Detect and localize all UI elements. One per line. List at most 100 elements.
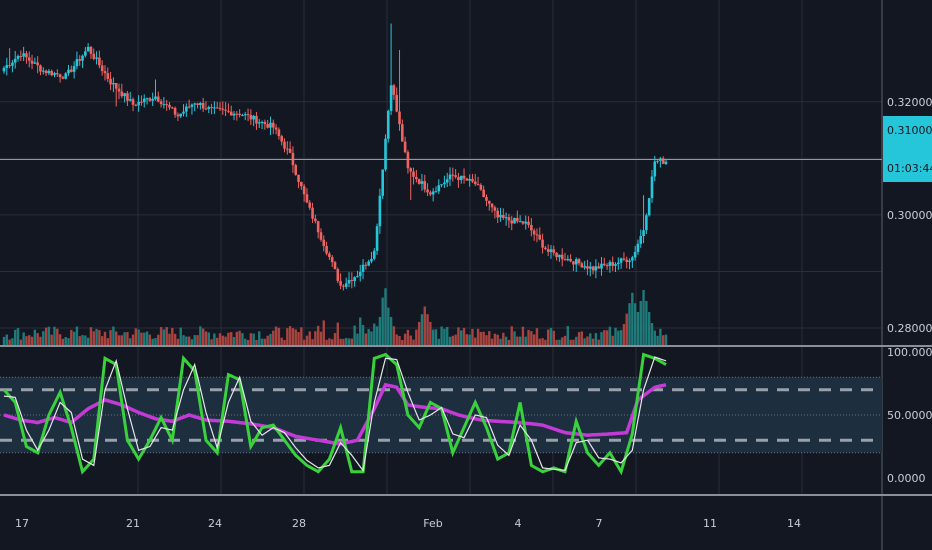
candle-body (622, 258, 626, 260)
candle-body (633, 251, 637, 258)
volume-bar (417, 321, 421, 345)
candle-body (92, 53, 96, 59)
volume-bar (182, 335, 185, 345)
candle-body (569, 258, 572, 262)
candle-body (342, 285, 345, 287)
candle-body (165, 104, 168, 106)
candle-body (642, 230, 645, 237)
volume-bar (600, 332, 603, 345)
candle-body (445, 179, 449, 183)
candle-body (605, 265, 609, 267)
volume-bar (137, 329, 140, 345)
candle-body (238, 113, 241, 116)
volume-bar (179, 327, 182, 345)
volume-bar (347, 338, 351, 345)
candle-body (297, 174, 300, 182)
volume-bar (387, 307, 390, 345)
candle-body (426, 189, 429, 193)
pane-separators[interactable] (0, 345, 932, 496)
volume-bar (532, 334, 536, 345)
candle-body (586, 266, 589, 269)
volume-bar (227, 332, 230, 345)
candle-body (431, 191, 435, 195)
candle-body (260, 121, 264, 123)
candle-body (333, 262, 337, 270)
candle-body (482, 189, 485, 198)
candle-body (145, 98, 149, 100)
candle-body (210, 107, 213, 109)
volume-bar (14, 329, 17, 345)
candle-body (112, 82, 115, 85)
candle-body (336, 269, 340, 281)
volume-bar (173, 333, 177, 345)
candle-body (221, 108, 225, 110)
candle-body (182, 111, 185, 114)
volume-bar (249, 333, 253, 345)
osc-tick-label: 100.0000 (887, 346, 932, 359)
candle-body (555, 252, 558, 258)
candle-body (611, 262, 615, 266)
price-axis[interactable]: 0.32000 0.30000 0.28000 0.31000 01:03:44 (883, 96, 932, 335)
candle-body (227, 110, 230, 112)
candle-body (381, 169, 384, 196)
time-label: 11 (703, 517, 717, 530)
candle-body (67, 69, 70, 74)
volume-bar (350, 338, 354, 345)
candle-body (117, 88, 121, 92)
volume-bar (252, 333, 255, 345)
volume-bar (193, 335, 196, 345)
volume-bar (316, 325, 320, 345)
candle-body (201, 102, 205, 109)
volume-bar (204, 331, 208, 345)
candle-body (58, 74, 62, 78)
volume-bar (566, 326, 570, 345)
volume-bar (451, 335, 455, 345)
volume-bar (53, 326, 56, 345)
volume-bar (591, 338, 595, 345)
candle-body (356, 276, 359, 278)
time-label: 21 (126, 517, 140, 530)
volume-bar (36, 333, 39, 345)
candle-body (100, 65, 104, 72)
candle-body (41, 70, 45, 72)
volume-bar (333, 333, 337, 345)
oscillator-axis[interactable]: 100.0000 50.0000 0.0000 (887, 346, 932, 485)
volume-bar (92, 331, 95, 345)
volume-bar (280, 337, 283, 345)
volume-bar (241, 333, 244, 345)
volume-bar (232, 336, 236, 345)
candle-body (19, 56, 23, 58)
volume-bar (577, 332, 581, 345)
candle-body (199, 102, 202, 106)
candle-body (241, 115, 244, 117)
candle-body (325, 246, 328, 254)
volume-bar (336, 322, 340, 345)
volume-bar (389, 316, 393, 345)
candle-body (171, 107, 174, 109)
volume-bar (176, 338, 180, 345)
volume-bar (103, 331, 107, 345)
volume-bar (218, 333, 222, 345)
volume-bar (305, 335, 309, 345)
volume-bar (255, 339, 258, 345)
candle-body (55, 73, 59, 75)
volume-bar (64, 337, 67, 345)
candle-body (563, 259, 567, 261)
candle-body (403, 141, 407, 153)
oscillator-band-lines (0, 376, 882, 454)
oscillator-pane[interactable] (0, 352, 882, 476)
volume-bar (199, 326, 202, 345)
price-pane[interactable] (0, 23, 882, 345)
volume-bar (224, 336, 227, 345)
volume-bar (454, 334, 457, 345)
volume-bar (471, 328, 474, 345)
volume-bar (72, 331, 76, 345)
time-axis[interactable]: 17 21 24 28 Feb 4 7 11 14 (15, 517, 801, 530)
candle-body (103, 71, 107, 74)
candle-body (232, 113, 236, 116)
candle-body (53, 73, 56, 76)
volume-bar (538, 338, 541, 345)
volume-bar (619, 330, 623, 345)
